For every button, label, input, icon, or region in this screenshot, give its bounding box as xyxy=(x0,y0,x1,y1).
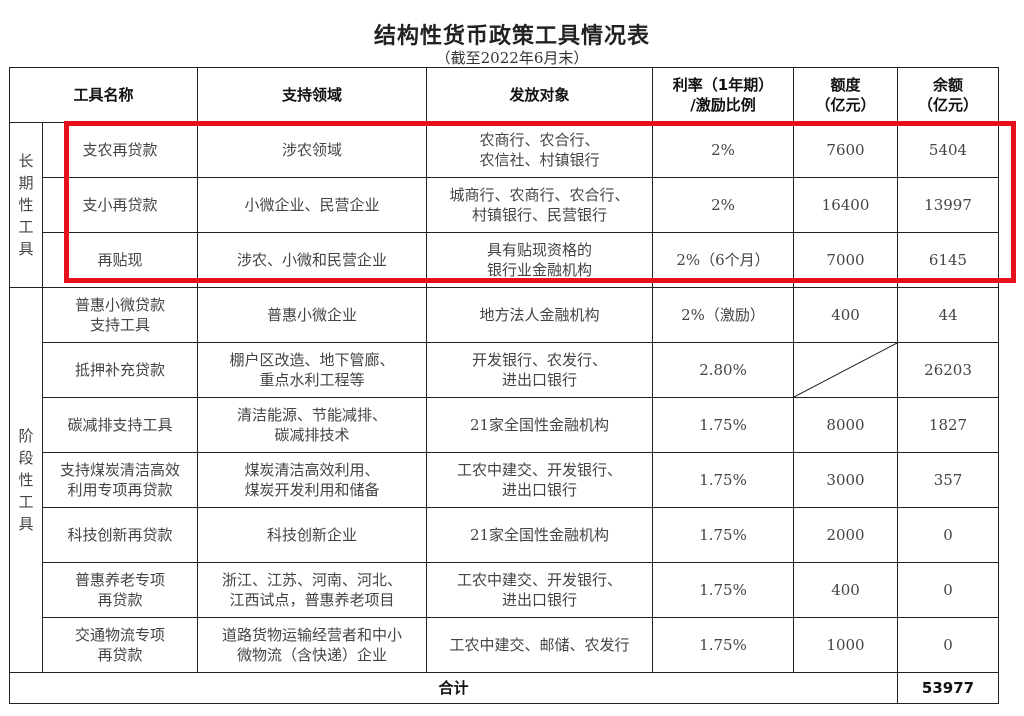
support-field-cell: 普惠小微企业 xyxy=(197,287,428,343)
tool-name-cell: 普惠养老专项 再贷款 xyxy=(41,562,199,618)
policy-tools-table: 工具名称 支持领域 发放对象 利率（1年期）/激励比例 额度 （亿元） 余额 （亿元… xyxy=(8,67,1000,704)
header-row: 工具名称 支持领域 发放对象 利率（1年期）/激励比例 额度 （亿元） 余额 （亿元… xyxy=(8,67,1000,123)
balance-cell: 13997 xyxy=(897,177,1000,233)
table-row: 阶段性工具普惠小微贷款 支持工具 普惠小微企业 地方法人金融机构 2%（激励） 400 44 xyxy=(9,287,1000,673)
tool-name-cell: 抵押补充贷款 xyxy=(41,342,199,398)
balance-cell: 0 xyxy=(897,562,1000,618)
table-row: 普惠养老专项 再贷款 浙江、江苏、河南、河北、 江西试点，普惠养老项目 工农中建交、开发… xyxy=(10,562,1000,618)
total-balance: 53977 xyxy=(897,672,1000,704)
quota-cell: 400 xyxy=(793,287,899,343)
rate-cell: 1.75% xyxy=(652,507,795,563)
header-target: 发放对象 xyxy=(426,67,654,123)
balance-cell: 5404 xyxy=(897,122,1000,178)
category-phased: 阶段性工具 xyxy=(9,287,43,673)
target-cell: 工农中建交、邮储、农发行 xyxy=(426,617,654,673)
tool-name-cell: 普惠小微贷款 支持工具 xyxy=(41,287,199,343)
quota-cell: 7000 xyxy=(793,232,899,288)
support-field-cell: 清洁能源、节能减排、 碳减排技术 xyxy=(197,397,428,453)
quota-cell: 2000 xyxy=(793,507,899,563)
balance-cell: 6145 xyxy=(897,232,1000,288)
quota-cell: 1000 xyxy=(793,617,899,673)
target-cell: 农商行、农合行、 农信社、村镇银行 xyxy=(426,122,654,178)
table-row: 抵押补充贷款 棚户区改造、地下管廊、 重点水利工程等 开发银行、农发行、 进出口银行 2.… xyxy=(10,342,1000,398)
table-row: 长期性工具支农再贷款 涉农领域 农商行、农合行、 农信社、村镇银行 2% 7600 5404 xyxy=(9,122,1000,288)
support-field-cell: 科技创新企业 xyxy=(197,507,428,563)
target-cell: 城商行、农商行、农合行、 村镇银行、民营银行 xyxy=(426,177,654,233)
balance-cell: 357 xyxy=(897,452,1000,508)
tool-name-cell: 支持煤炭清洁高效 利用专项再贷款 xyxy=(41,452,199,508)
quota-cell: 8000 xyxy=(793,397,899,453)
support-field-cell: 涉农、小微和民营企业 xyxy=(197,232,428,288)
balance-cell: 0 xyxy=(897,617,1000,673)
support-field-cell: 浙江、江苏、河南、河北、 江西试点，普惠养老项目 xyxy=(197,562,428,618)
header-quota: 额度 （亿元） xyxy=(793,67,899,123)
total-label: 合计 xyxy=(8,672,899,704)
tool-name-cell: 碳减排支持工具 xyxy=(41,397,199,453)
quota-cell: 16400 xyxy=(793,177,899,233)
table-row: 支持煤炭清洁高效 利用专项再贷款 煤炭清洁高效利用、 煤炭开发利用和储备 工农中建交、开… xyxy=(10,452,1000,508)
tool-name-cell: 支农再贷款 xyxy=(41,122,199,178)
table-row: 支小再贷款 小微企业、民营企业 城商行、农商行、农合行、 村镇银行、民营银行 2% 164… xyxy=(10,177,1000,233)
tool-name-cell: 交通物流专项 再贷款 xyxy=(41,617,199,673)
rate-cell: 2.80% xyxy=(652,342,795,398)
rate-cell: 2%（6个月） xyxy=(652,232,795,288)
support-field-cell: 棚户区改造、地下管廊、 重点水利工程等 xyxy=(197,342,428,398)
document-title: 结构性货币政策工具情况表 xyxy=(373,23,650,49)
tool-name-cell: 科技创新再贷款 xyxy=(41,507,199,563)
target-cell: 开发银行、农发行、 进出口银行 xyxy=(426,342,654,398)
quota-cell: 7600 xyxy=(793,122,899,178)
header-rate: 利率（1年期）/激励比例 xyxy=(652,67,795,123)
quota-cell: 3000 xyxy=(793,452,899,508)
header-tool-name: 工具名称 xyxy=(8,67,199,123)
tool-name-cell: 支小再贷款 xyxy=(41,177,199,233)
rate-cell: 2% xyxy=(652,122,795,178)
quota-cell: 400 xyxy=(793,562,899,618)
rate-cell: 2% xyxy=(652,177,795,233)
header-balance: 余额 （亿元） xyxy=(897,67,1000,123)
total-row: 合计 53977 xyxy=(8,672,1000,704)
support-field-cell: 煤炭清洁高效利用、 煤炭开发利用和储备 xyxy=(197,452,428,508)
rate-cell: 1.75% xyxy=(652,562,795,618)
category-long-term: 长期性工具 xyxy=(9,122,43,288)
table-row: 碳减排支持工具 清洁能源、节能减排、 碳减排技术 21家全国性金融机构 1.75% 800… xyxy=(10,397,1000,453)
target-cell: 21家全国性金融机构 xyxy=(426,507,654,563)
target-cell: 工农中建交、开发银行、 进出口银行 xyxy=(426,452,654,508)
target-cell: 具有贴现资格的 银行业金融机构 xyxy=(426,232,654,288)
balance-cell: 26203 xyxy=(897,342,1000,398)
table-row: 再贴现 涉农、小微和民营企业 具有贴现资格的 银行业金融机构 2%（6个月） 7000 61… xyxy=(10,232,1000,288)
quota-cell-na xyxy=(793,342,899,398)
tool-name-cell: 再贴现 xyxy=(41,232,199,288)
rate-cell: 1.75% xyxy=(652,452,795,508)
document-subtitle: （截至2022年6月末） xyxy=(435,49,589,67)
support-field-cell: 道路货物运输经营者和中小 微物流（含快递）企业 xyxy=(197,617,428,673)
target-cell: 21家全国性金融机构 xyxy=(426,397,654,453)
rate-cell: 1.75% xyxy=(652,617,795,673)
balance-cell: 44 xyxy=(897,287,1000,343)
table-row: 科技创新再贷款 科技创新企业 21家全国性金融机构 1.75% 2000 0 xyxy=(10,507,1000,563)
rate-cell: 1.75% xyxy=(652,397,795,453)
diagonal-slash-icon xyxy=(794,343,897,397)
support-field-cell: 小微企业、民营企业 xyxy=(197,177,428,233)
rate-cell: 2%（激励） xyxy=(652,287,795,343)
support-field-cell: 涉农领域 xyxy=(197,122,428,178)
balance-cell: 1827 xyxy=(897,397,1000,453)
table-row: 交通物流专项 再贷款 道路货物运输经营者和中小 微物流（含快递）企业 工农中建交、邮储、… xyxy=(10,617,1000,673)
header-support-field: 支持领域 xyxy=(197,67,428,123)
target-cell: 工农中建交、开发银行、 进出口银行 xyxy=(426,562,654,618)
balance-cell: 0 xyxy=(897,507,1000,563)
target-cell: 地方法人金融机构 xyxy=(426,287,654,343)
